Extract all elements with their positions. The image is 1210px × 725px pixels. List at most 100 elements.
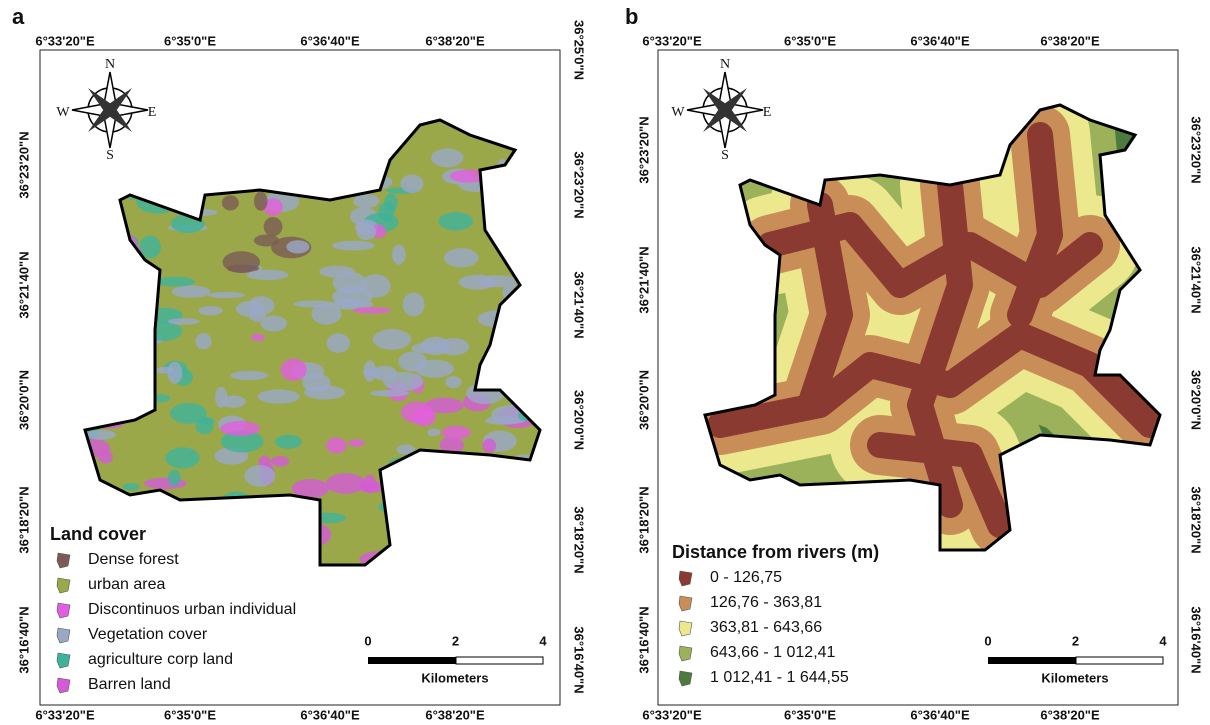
land-patch: [525, 203, 552, 220]
land-patch: [363, 360, 376, 382]
land-patch: [514, 227, 552, 241]
land-patch: [317, 122, 359, 128]
land-patch: [286, 240, 309, 253]
land-patch: [241, 130, 280, 146]
legend-swatch: [679, 621, 692, 636]
land-patch: [447, 558, 479, 565]
land-patch: [230, 371, 268, 380]
land-patch: [353, 307, 392, 313]
legend-swatch: [679, 596, 692, 611]
land-patch: [384, 193, 397, 211]
land-patch: [390, 464, 422, 483]
land-patch: [252, 550, 292, 557]
land-patch: [116, 390, 147, 397]
land-patch: [220, 492, 253, 516]
land-patch: [134, 331, 155, 343]
right-coord: 36°23'20"N: [572, 151, 587, 218]
land-patch: [97, 341, 116, 354]
left-coord: 36°20'0"N: [16, 370, 31, 430]
left-coord: 36°23'20"N: [16, 131, 31, 198]
land-patch: [77, 164, 94, 181]
land-patch: [86, 430, 116, 440]
land-patch: [334, 298, 362, 310]
land-patch: [402, 509, 428, 524]
legend-label: Vegetation cover: [88, 626, 208, 643]
land-patch: [479, 365, 500, 389]
land-patch: [413, 550, 448, 562]
legend-swatch: [679, 671, 692, 686]
land-patch: [87, 139, 100, 155]
scale-tick: 2: [1072, 633, 1079, 648]
land-patch: [517, 306, 536, 314]
land-patch: [437, 488, 455, 494]
scale-bar-black: [988, 657, 1076, 664]
top-coord: 6°35'0"E: [784, 33, 836, 48]
land-patch: [199, 417, 215, 425]
land-patch: [324, 170, 351, 180]
land-patch: [170, 513, 204, 535]
compass-letter: E: [148, 105, 157, 120]
bottom-coord: 6°35'0"E: [164, 707, 216, 722]
base-fill: [60, 100, 560, 580]
land-patch: [199, 112, 213, 118]
land-patch: [431, 148, 463, 167]
land-patch: [373, 329, 411, 350]
land-patch: [450, 544, 469, 552]
land-patch: [289, 100, 321, 123]
land-patch: [528, 392, 546, 410]
land-patch: [495, 519, 508, 539]
land-patch: [514, 219, 557, 232]
land-patch: [455, 502, 474, 519]
left-coord: 36°21'40"N: [16, 251, 31, 318]
land-patch: [290, 499, 322, 518]
right-coord: 36°20'0"N: [1189, 370, 1204, 430]
scale-tick: 4: [1159, 633, 1167, 648]
right-coord: 36°21'40"N: [572, 271, 587, 338]
land-patch: [240, 145, 265, 159]
land-patch: [518, 319, 547, 340]
land-patch: [465, 525, 496, 546]
land-patch: [168, 101, 203, 124]
land-patch: [509, 548, 532, 570]
land-patch: [215, 387, 227, 408]
land-patch: [94, 365, 109, 377]
map-area: [60, 100, 560, 580]
land-patch: [168, 318, 200, 325]
top-coord: 6°38'20"E: [425, 33, 485, 48]
land-patch: [356, 222, 376, 240]
scale-bar-white: [1076, 657, 1163, 664]
top-coord: 6°38'20"E: [1040, 33, 1100, 48]
land-patch: [152, 166, 186, 176]
land-patch: [490, 460, 508, 467]
land-patch: [168, 470, 181, 487]
scale-bar-black: [368, 657, 456, 664]
top-coord: 6°36'40"E: [300, 33, 360, 48]
land-patch: [106, 243, 128, 256]
land-patch: [530, 200, 543, 209]
land-patch: [167, 107, 180, 121]
compass-letter: E: [763, 105, 772, 120]
land-patch: [353, 194, 379, 208]
land-patch: [482, 439, 496, 454]
top-coord: 6°33'20"E: [35, 33, 95, 48]
land-patch: [427, 428, 440, 436]
land-patch: [281, 359, 307, 381]
compass-letter: N: [105, 57, 115, 72]
left-coord: 36°23'20"N: [636, 116, 651, 183]
land-patch: [513, 508, 538, 527]
scale-tick: 0: [984, 633, 991, 648]
compass-letter: W: [56, 105, 70, 120]
land-patch: [511, 176, 543, 184]
land-patch: [234, 521, 268, 533]
left-coord: 36°20'0"N: [636, 370, 651, 430]
land-patch: [507, 510, 543, 526]
land-patch: [74, 242, 109, 253]
land-patch: [169, 512, 210, 520]
land-patch: [156, 277, 195, 287]
land-patch: [275, 435, 302, 449]
land-patch: [327, 333, 351, 353]
land-patch: [485, 463, 527, 471]
land-patch: [506, 538, 526, 561]
legend-label: urban area: [88, 576, 165, 593]
